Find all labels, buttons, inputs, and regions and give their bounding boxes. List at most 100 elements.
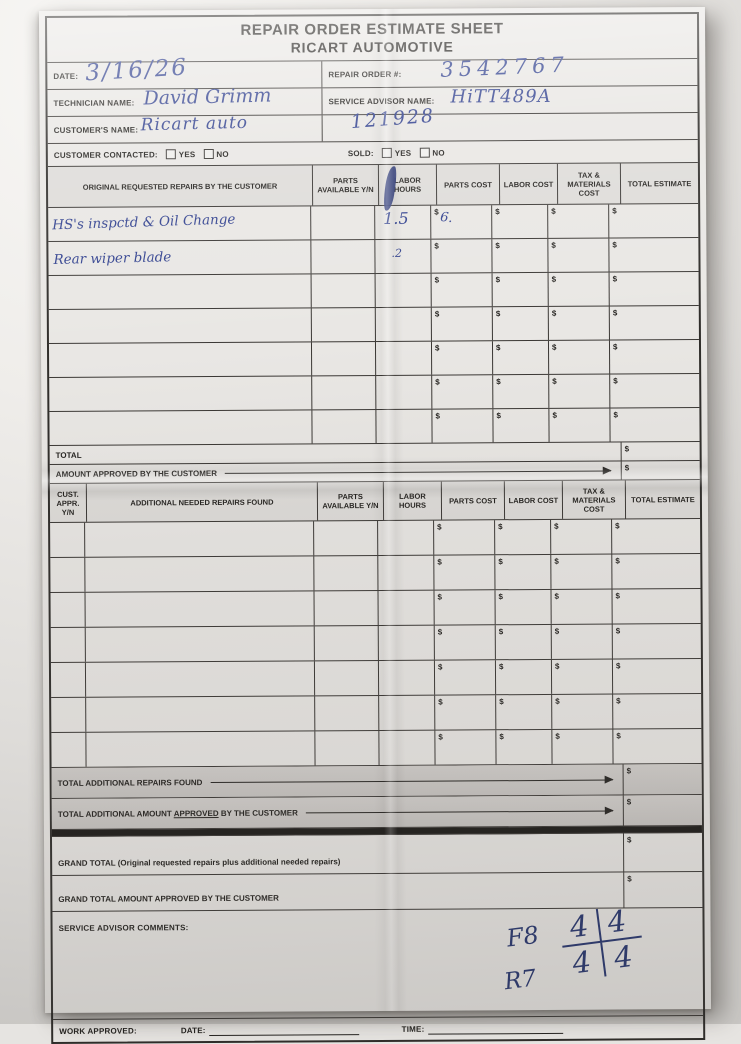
total-additional-approved-label: TOTAL ADDITIONAL AMOUNT APPROVED BY THE … [57,807,298,819]
col-header-parts-available: PARTS AVAILABLE Y/N [317,481,385,521]
dollar-sign: $ [626,766,632,776]
labor-hours-handwritten: .2 [391,246,402,260]
additional-repair-row: $ $ $ $ [50,589,701,628]
dollar-sign: $ [438,697,443,707]
dollar-sign: $ [554,521,559,531]
dollar-sign: $ [495,309,501,319]
dollar-sign: $ [551,240,556,250]
sold-label: SOLD: [347,148,374,158]
amount-approved-label: AMOUNT APPROVED BY THE CUSTOMER [55,468,218,479]
tread-value-handwritten: 4 [612,938,635,975]
dollar-sign: $ [552,376,557,386]
tread-value-handwritten: 4 [558,908,603,948]
dollar-sign: $ [495,275,501,285]
dollar-sign: $ [495,241,500,251]
repair-description-handwritten: HS's inspctd & Oil Change [52,211,236,234]
dollar-sign: $ [438,732,443,742]
col-header-parts-cost: PARTS COST [441,481,506,520]
dollar-sign: $ [615,521,620,531]
sold-yes-checkbox [381,147,392,158]
contacted-no-checkbox [203,148,214,160]
dollar-sign: $ [555,696,560,706]
additional-repairs-header-row: CUST. APPR. Y/N ADDITIONAL NEEDED REPAIR… [49,480,701,523]
dollar-sign: $ [551,274,557,284]
dollar-sign: $ [496,377,501,387]
sold-yes-label: YES [394,148,412,158]
repair-row: $ $ $ $ [48,340,700,378]
dollar-sign: $ [435,377,440,387]
dollar-sign: $ [437,592,443,602]
dollar-sign: $ [496,411,501,421]
dollar-sign: $ [435,411,440,421]
dollar-sign: $ [613,376,618,386]
dollar-sign: $ [612,308,618,318]
dollar-sign: $ [551,308,557,318]
dollar-sign: $ [495,207,500,217]
customer-name-label: CUSTOMER'S NAME: [53,124,139,135]
work-approved-row: WORK APPROVED: DATE: TIME: [53,1016,703,1042]
date-signature-line [209,1023,360,1037]
front-tread-handwritten: F8 [505,920,541,953]
customer-contacted-label: CUSTOMER CONTACTED: [53,149,158,160]
date-repair-order-row: DATE: 3/16/26 REPAIR ORDER #: 3542767 [47,53,698,90]
col-header-additional-repairs: ADDITIONAL NEEDED REPAIRS FOUND [86,482,319,522]
form-subtitle: RICART AUTOMOTIVE [290,38,454,56]
dollar-sign: $ [626,835,632,845]
dollar-sign: $ [434,343,440,353]
repair-order-form: REPAIR ORDER ESTIMATE SHEET RICART AUTOM… [44,12,706,1044]
dollar-sign: $ [552,410,557,420]
service-advisor-label: SERVICE ADVISOR NAME: [328,96,435,106]
dollar-sign: $ [434,241,439,251]
arrow-line [210,779,613,783]
grand-total-approved-label: GRAND TOTAL AMOUNT APPROVED BY THE CUSTO… [58,893,279,904]
grand-total-cell: $ [622,833,703,872]
contacted-no-label: NO [216,149,229,159]
dollar-sign: $ [434,275,440,285]
tread-values-grid: 4 4 4 4 [558,903,646,982]
dollar-sign: $ [624,444,630,454]
dollar-sign: $ [624,463,630,473]
original-repairs-header-row: ORIGINAL REQUESTED REPAIRS BY THE CUSTOM… [47,163,699,208]
amount-approved-cell: $ [620,461,700,480]
col-header-parts-cost: PARTS COST [436,164,501,205]
tread-value-handwritten: 4 [562,942,607,982]
dollar-sign: $ [615,626,621,636]
repair-row: $ $ $ $ [49,408,700,446]
dollar-sign: $ [555,731,560,741]
comments-label: SERVICE ADVISOR COMMENTS: [58,923,189,933]
contacted-yes-checkbox [165,149,176,160]
dollar-sign: $ [437,662,443,672]
contacted-yes-label: YES [178,149,196,159]
dollar-sign: $ [554,556,559,566]
tire-tread-notation: F8 R7 4 4 4 4 [503,897,703,1013]
dollar-sign: $ [498,557,503,567]
total-label: TOTAL [55,450,82,460]
dollar-sign: $ [616,696,621,706]
form-title-block: REPAIR ORDER ESTIMATE SHEET RICART AUTOM… [46,14,698,63]
additional-repair-row: $ $ $ $ [50,554,701,593]
dollar-sign: $ [615,556,620,566]
col-header-original-repairs: ORIGINAL REQUESTED REPAIRS BY THE CUSTOM… [47,165,314,207]
dollar-sign: $ [498,592,504,602]
dollar-sign: $ [615,661,621,671]
dollar-sign: $ [551,206,556,216]
dollar-sign: $ [615,591,621,601]
approved-time-label: TIME: [401,1024,425,1034]
dollar-sign: $ [627,874,632,884]
repair-order-value-handwritten: 3542767 [439,52,570,82]
labor-hours-handwritten: 1.5 [383,208,409,228]
dollar-sign: $ [498,627,504,637]
col-header-tax-materials: TAX & MATERIALS COST [557,163,622,204]
dollar-sign: $ [498,662,504,672]
dollar-sign: $ [554,626,560,636]
total-amount-cell: $ [620,442,700,461]
dollar-sign: $ [612,342,618,352]
additional-repair-row: $ $ $ $ [51,694,702,733]
dollar-sign: $ [437,557,442,567]
dollar-sign: $ [613,410,618,420]
date-label: DATE: [53,71,79,81]
grand-total-label: GRAND TOTAL (Original requested repairs … [58,857,341,868]
parts-cost-handwritten: 6. [439,209,454,227]
dollar-sign: $ [612,240,617,250]
col-header-total-estimate: TOTAL ESTIMATE [627,178,692,188]
